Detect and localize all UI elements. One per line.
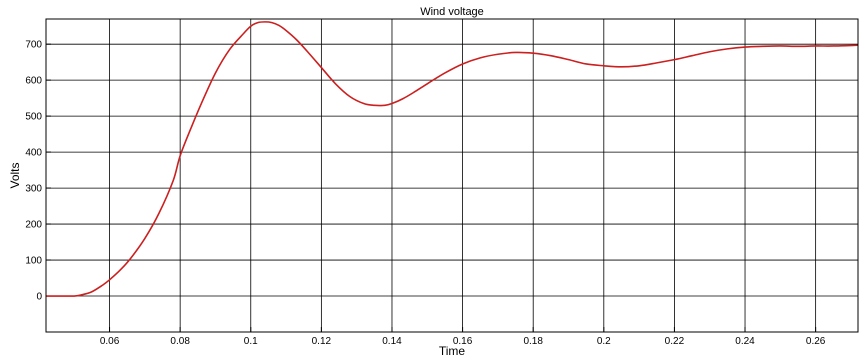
x-tick-label: 0.18 [523, 336, 543, 347]
y-tick-label: 500 [25, 112, 42, 123]
x-tick-label: 0.06 [100, 336, 120, 347]
y-tick-label: 400 [25, 148, 42, 159]
x-tick-label: 0.22 [665, 336, 685, 347]
y-tick-label: 0 [36, 292, 42, 303]
x-tick-label: 0.08 [170, 336, 190, 347]
y-tick-label: 600 [25, 76, 42, 87]
y-tick-label: 300 [25, 184, 42, 195]
x-tick-label: 0.1 [244, 336, 258, 347]
y-axis-label: Volts [8, 162, 22, 188]
x-tick-label: 0.2 [597, 336, 611, 347]
grid-lines [46, 19, 858, 332]
x-tick-label: 0.14 [382, 336, 402, 347]
axis-ticks: 0.06 0.08 0.1 0.12 0.14 0.16 0.18 0.2 0.22 0.24 0.… [25, 40, 825, 347]
x-tick-label: 0.12 [312, 336, 332, 347]
chart-title: Wind voltage [420, 6, 484, 18]
x-tick-label: 0.16 [453, 336, 473, 347]
plot-area-frame [45, 18, 859, 333]
y-tick-label: 200 [25, 220, 42, 231]
y-tick-label: 700 [25, 40, 42, 51]
series-line [45, 21, 859, 297]
x-tick-label: 0.24 [735, 336, 755, 347]
x-axis-label: Time [439, 344, 466, 358]
y-tick-label: 100 [25, 256, 42, 267]
x-tick-label: 0.26 [806, 336, 826, 347]
series-layer [45, 21, 859, 297]
